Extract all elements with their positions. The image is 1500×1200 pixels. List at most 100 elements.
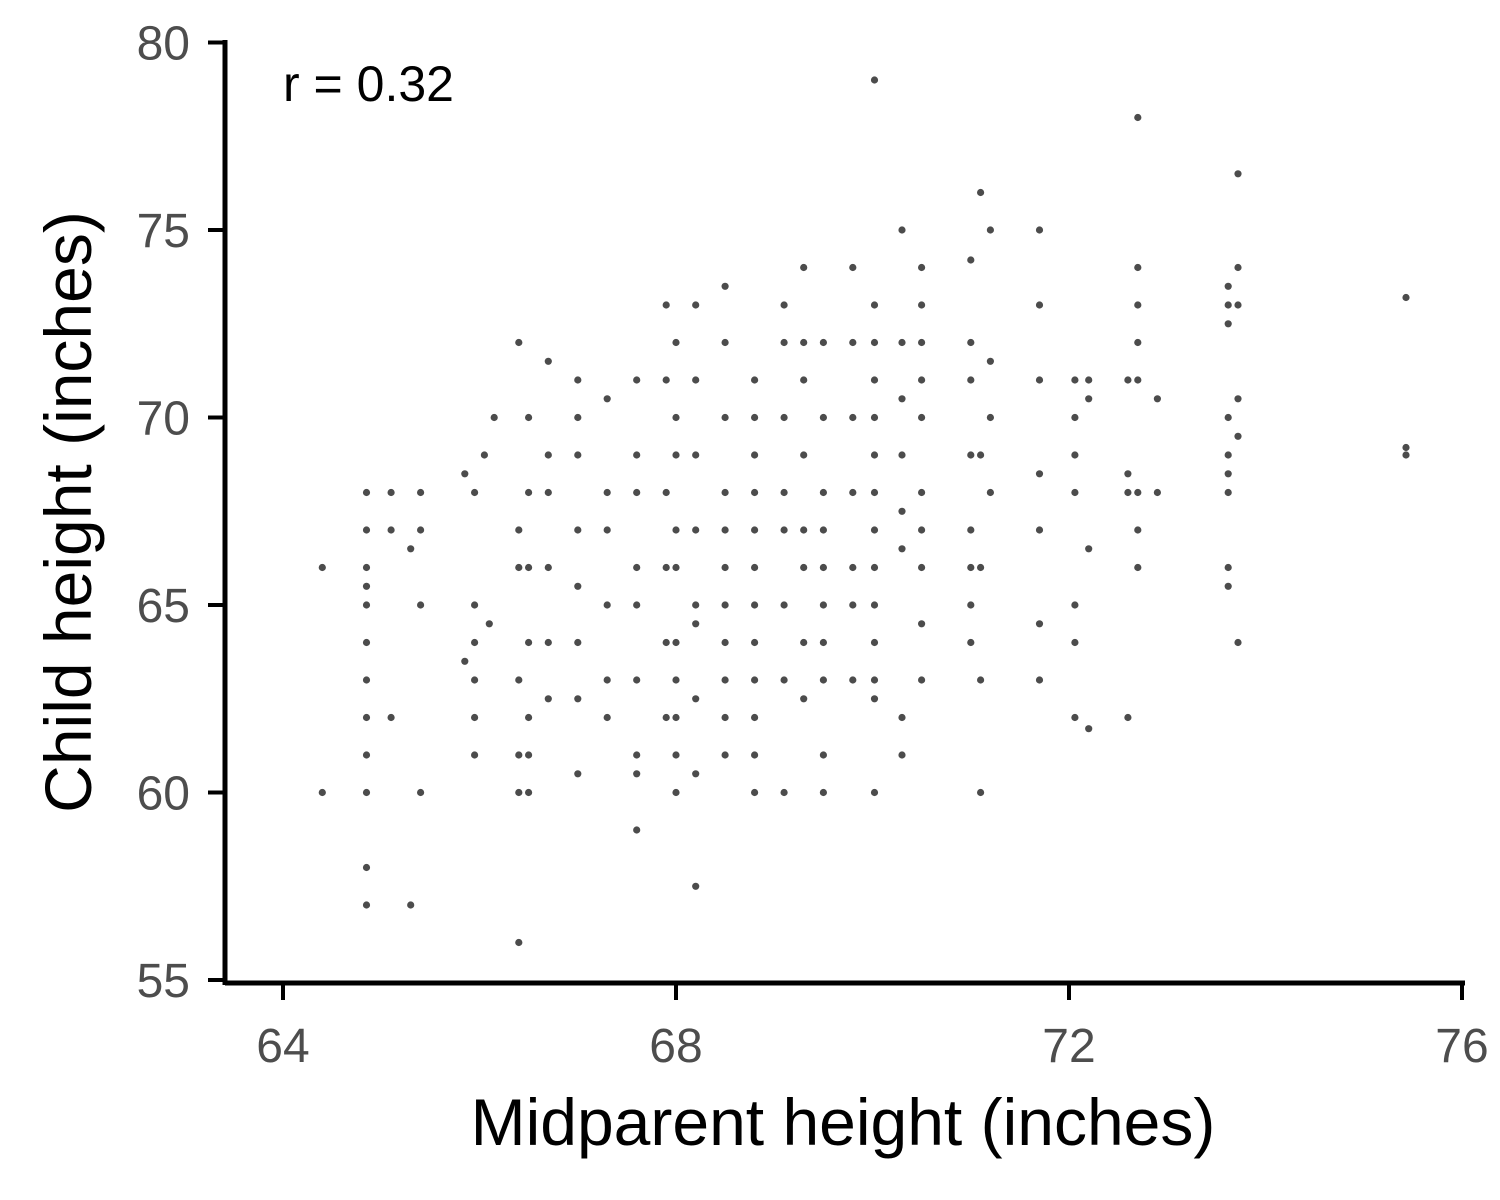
data-point (870, 338, 879, 347)
data-point (849, 601, 857, 609)
data-point (1402, 443, 1410, 452)
data-point (800, 338, 808, 347)
data-point (544, 563, 552, 572)
data-point (819, 788, 828, 797)
data-point (1071, 488, 1079, 497)
data-point (918, 338, 926, 347)
data-point (967, 338, 975, 347)
data-point (672, 563, 680, 572)
y-tick-label: 80 (137, 18, 190, 71)
data-point (800, 695, 808, 703)
data-point (362, 676, 371, 684)
data-point (819, 601, 828, 609)
data-point (1134, 263, 1142, 272)
data-point (417, 488, 425, 497)
data-point (751, 751, 759, 759)
data-point (1234, 638, 1242, 647)
data-point (1234, 432, 1242, 440)
data-point (977, 188, 985, 197)
data-point (967, 451, 975, 459)
data-point (633, 563, 641, 572)
data-point (1134, 113, 1142, 122)
data-point (870, 676, 879, 684)
data-point (672, 338, 680, 347)
data-point (672, 451, 680, 459)
y-tick-label: 65 (137, 580, 190, 633)
data-point (800, 526, 808, 534)
data-point (1134, 526, 1142, 534)
x-ticks: 64 68 72 76 (256, 983, 1489, 1073)
data-point (721, 488, 729, 497)
data-point (819, 563, 828, 572)
data-point (515, 338, 523, 347)
data-point (819, 638, 828, 647)
data-point (672, 413, 680, 422)
data-point (918, 526, 926, 534)
data-points (318, 76, 1410, 947)
data-point (721, 282, 729, 290)
y-tick-label: 70 (137, 393, 190, 446)
data-point (870, 601, 879, 609)
data-point (1085, 376, 1093, 384)
x-tick-label: 64 (256, 1020, 309, 1073)
y-axis-title: Child height (inches) (31, 211, 105, 813)
data-point (849, 413, 857, 422)
data-point (751, 713, 759, 722)
data-point (633, 488, 641, 497)
data-point (870, 563, 879, 572)
data-point (471, 601, 479, 609)
data-point (387, 488, 395, 497)
data-point (574, 695, 582, 703)
data-point (362, 901, 371, 909)
data-point (692, 451, 700, 459)
data-point (1071, 451, 1079, 459)
data-point (692, 620, 700, 628)
data-point (1224, 582, 1232, 590)
data-point (721, 676, 729, 684)
data-point (870, 638, 879, 647)
data-point (692, 601, 700, 609)
data-point (544, 357, 552, 365)
data-point (692, 526, 700, 534)
data-point (461, 470, 469, 478)
data-point (525, 638, 533, 647)
data-point (819, 413, 828, 422)
data-point (362, 488, 371, 497)
data-point (870, 488, 879, 497)
data-point (1153, 395, 1161, 403)
data-point (800, 263, 808, 272)
data-point (751, 488, 759, 497)
data-point (662, 376, 670, 384)
data-point (672, 526, 680, 534)
data-point (721, 413, 729, 422)
data-point (849, 563, 857, 572)
data-point (1153, 488, 1161, 497)
data-point (870, 301, 879, 309)
data-point (800, 376, 808, 384)
data-point (407, 901, 415, 909)
data-point (515, 526, 523, 534)
data-point (471, 751, 479, 759)
data-point (692, 376, 700, 384)
data-point (633, 451, 641, 459)
data-point (977, 451, 985, 459)
data-point (751, 601, 759, 609)
data-point (898, 545, 906, 553)
data-point (898, 751, 906, 759)
data-point (471, 488, 479, 497)
data-point (525, 488, 533, 497)
data-point (1402, 451, 1410, 459)
data-point (977, 563, 985, 572)
data-point (1071, 413, 1079, 422)
data-point (471, 676, 479, 684)
data-point (780, 526, 788, 534)
data-point (1035, 376, 1044, 384)
data-point (515, 788, 523, 797)
data-point (977, 788, 985, 797)
data-point (318, 563, 326, 572)
data-point (751, 413, 759, 422)
data-point (751, 451, 759, 459)
x-axis-title: Midparent height (inches) (471, 1085, 1216, 1159)
data-point (1071, 713, 1079, 722)
data-point (870, 451, 879, 459)
